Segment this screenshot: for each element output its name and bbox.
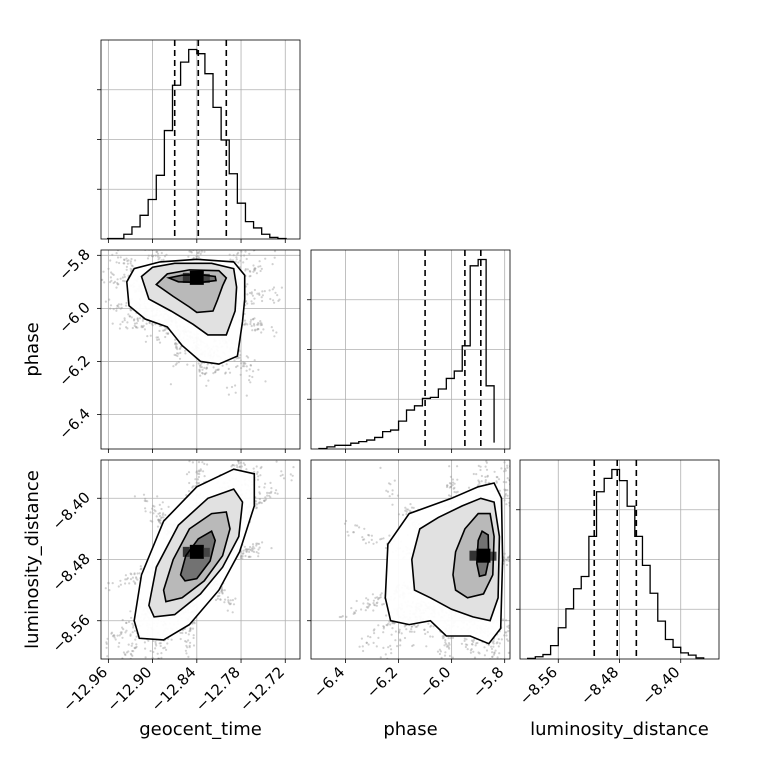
y-tick-label-phase: −5.8	[55, 245, 93, 283]
density-peak	[189, 544, 204, 559]
y-tick-label-luminosity_distance: −8.56	[49, 611, 94, 656]
hist-panel-phase	[307, 249, 511, 453]
y-tick-label-phase: −6.4	[55, 405, 93, 443]
hist-panel-luminosity_distance	[516, 459, 720, 663]
contour-level-1	[162, 511, 231, 603]
contour-level-2	[140, 262, 238, 336]
contour-level-3	[133, 468, 256, 641]
y-tick-label-phase: −6.2	[55, 352, 93, 390]
contour-level-0	[179, 530, 217, 582]
density-peak-shade	[182, 546, 190, 557]
x-tick-label-phase: −5.8	[469, 663, 507, 701]
x-tick-label-luminosity_distance: −8.48	[577, 663, 622, 708]
x-tick-label-geocent_time: −12.78	[192, 663, 244, 715]
histogram-phase	[318, 258, 495, 450]
y-tick-label-phase: −6.0	[55, 298, 93, 336]
contour-level-1	[452, 512, 495, 599]
hist-panel-geocent_time	[97, 39, 301, 243]
y-tick-label-luminosity_distance: −8.48	[49, 550, 94, 595]
x-tick-label-phase: −6.2	[363, 663, 401, 701]
hist-frame-phase	[310, 249, 511, 450]
histogram-geocent_time	[106, 48, 287, 240]
x-axis-label-luminosity_distance: luminosity_distance	[530, 719, 709, 740]
contour-level-2	[148, 488, 244, 618]
x-tick-label-geocent_time: −12.72	[236, 663, 288, 715]
density-peak-shade	[203, 547, 210, 557]
hist-frame-geocent_time	[100, 39, 301, 240]
x-tick-label-phase: −6.4	[310, 663, 348, 701]
x-tick-label-geocent_time: −12.84	[148, 663, 200, 715]
density-peak	[476, 548, 491, 563]
contour-level-0	[475, 530, 490, 578]
x-tick-label-phase: −6.0	[416, 663, 454, 701]
contour-level-3	[384, 482, 504, 645]
contour-level-2	[410, 497, 501, 622]
density-panel-geocent_time-phase	[97, 249, 301, 453]
x-axis-label-geocent_time: geocent_time	[139, 719, 262, 740]
panel-frame	[100, 249, 301, 450]
histogram-luminosity_distance	[527, 468, 705, 660]
y-axis-label-phase: phase	[22, 322, 43, 376]
density-peak-shade	[469, 550, 477, 561]
x-axis-label-phase: phase	[383, 719, 437, 740]
density-panel-phase-luminosity_distance	[307, 459, 511, 663]
x-tick-label-luminosity_distance: −8.40	[638, 663, 683, 708]
density-peak-shade	[182, 272, 190, 283]
y-axis-label-luminosity_distance: luminosity_distance	[22, 470, 43, 649]
density-peak-shade	[203, 273, 210, 283]
contour-level-1	[155, 269, 228, 314]
y-tick-label-luminosity_distance: −8.40	[49, 488, 94, 533]
density-panel-geocent_time-luminosity_distance	[97, 459, 301, 663]
x-tick-label-luminosity_distance: −8.56	[516, 663, 561, 708]
x-tick-label-geocent_time: −12.96	[59, 663, 111, 715]
contour-level-3	[125, 258, 246, 365]
contour-level-0	[166, 273, 217, 284]
x-tick-label-geocent_time: −12.90	[103, 663, 155, 715]
